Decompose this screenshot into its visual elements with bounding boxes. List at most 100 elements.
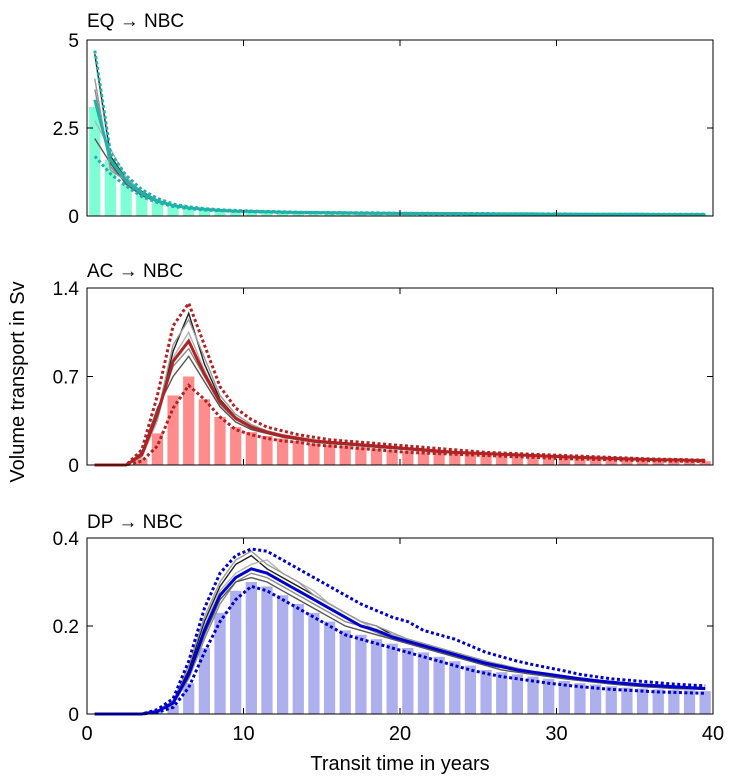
bar — [136, 458, 148, 465]
x-axis-label: Transit time in years — [310, 753, 489, 775]
bar — [183, 683, 195, 714]
panel-title: AC → NBC — [87, 261, 183, 282]
bar — [433, 656, 445, 714]
bar — [198, 648, 211, 714]
bar — [120, 184, 132, 216]
y-tick-label: 5 — [68, 31, 79, 52]
bar — [449, 453, 461, 465]
bar — [683, 460, 696, 465]
bar — [527, 456, 539, 465]
bar — [214, 416, 226, 465]
bar — [402, 648, 414, 714]
bar — [496, 455, 508, 465]
bar — [636, 688, 649, 714]
bar — [496, 672, 508, 714]
bar — [167, 705, 179, 714]
bar — [699, 461, 711, 465]
bar — [230, 590, 242, 714]
bar — [245, 432, 257, 465]
y-tick-label: 0.2 — [53, 617, 79, 638]
bar — [605, 459, 617, 465]
bar — [543, 678, 555, 714]
bar — [589, 684, 602, 714]
x-tick-label: 20 — [389, 723, 411, 745]
ensemble-member-line — [94, 78, 706, 216]
bar — [417, 452, 430, 465]
bar — [104, 159, 117, 216]
bar — [355, 634, 367, 714]
bar — [558, 681, 570, 714]
bar — [355, 447, 367, 465]
bar — [652, 689, 664, 714]
y-tick-label: 1.4 — [53, 279, 80, 300]
y-tick-label: 0.7 — [53, 368, 79, 389]
bar — [589, 458, 602, 465]
bar — [230, 211, 242, 216]
bar — [292, 604, 304, 714]
bar — [308, 612, 320, 714]
y-tick-label: 0 — [68, 705, 79, 726]
y-tick-label: 0 — [68, 456, 79, 477]
bar — [151, 201, 164, 216]
y-tick-label: 2.5 — [53, 119, 79, 140]
bar — [167, 395, 179, 465]
ensemble-member-line — [94, 138, 706, 216]
x-tick-label: 0 — [81, 723, 92, 745]
bar — [261, 435, 273, 465]
bar — [276, 595, 289, 714]
bar — [480, 454, 492, 465]
bar — [261, 212, 273, 216]
panel-title: EQ → NBC — [87, 11, 184, 32]
bar — [198, 210, 211, 216]
bar — [323, 621, 336, 714]
lower-bound-line — [94, 584, 706, 716]
bar — [558, 458, 570, 465]
bar — [183, 208, 195, 216]
bar — [417, 652, 430, 714]
mean-line — [94, 567, 706, 716]
bar — [276, 212, 289, 216]
bar — [511, 456, 524, 465]
mean-line — [93, 99, 706, 217]
bar — [433, 452, 445, 465]
bar — [652, 460, 664, 465]
bar — [323, 212, 336, 216]
y-tick-label: 0.4 — [53, 529, 80, 550]
bar — [339, 446, 351, 465]
bar — [464, 454, 477, 465]
bar — [292, 440, 304, 465]
bar — [308, 443, 320, 465]
bar — [605, 686, 617, 714]
bar — [621, 687, 633, 714]
bar — [89, 106, 101, 216]
x-tick-label: 40 — [702, 723, 724, 745]
y-axis-label: Volume transport in Sv — [7, 281, 29, 482]
y-tick-label: 0 — [68, 207, 79, 228]
bar — [183, 376, 195, 465]
upper-bound-line — [94, 547, 706, 716]
upper-bound-line — [93, 50, 706, 216]
bar — [464, 665, 477, 714]
bar — [370, 639, 383, 714]
x-tick-label: 30 — [545, 723, 567, 745]
bar — [214, 210, 226, 216]
bar — [402, 451, 414, 465]
bar — [574, 458, 586, 465]
bar — [699, 691, 711, 714]
bar — [151, 433, 164, 465]
bar — [574, 683, 586, 714]
bar — [245, 582, 257, 714]
bar — [668, 460, 680, 465]
bar — [386, 643, 398, 714]
bar — [323, 444, 336, 465]
bar — [668, 689, 680, 714]
bar — [543, 457, 555, 465]
bar — [636, 459, 649, 465]
bar — [527, 676, 539, 714]
bar — [136, 194, 148, 216]
ensemble-member-line — [94, 53, 706, 216]
bar — [339, 630, 351, 714]
bar — [245, 211, 257, 216]
x-tick-label: 10 — [232, 723, 254, 745]
bar — [511, 674, 524, 714]
